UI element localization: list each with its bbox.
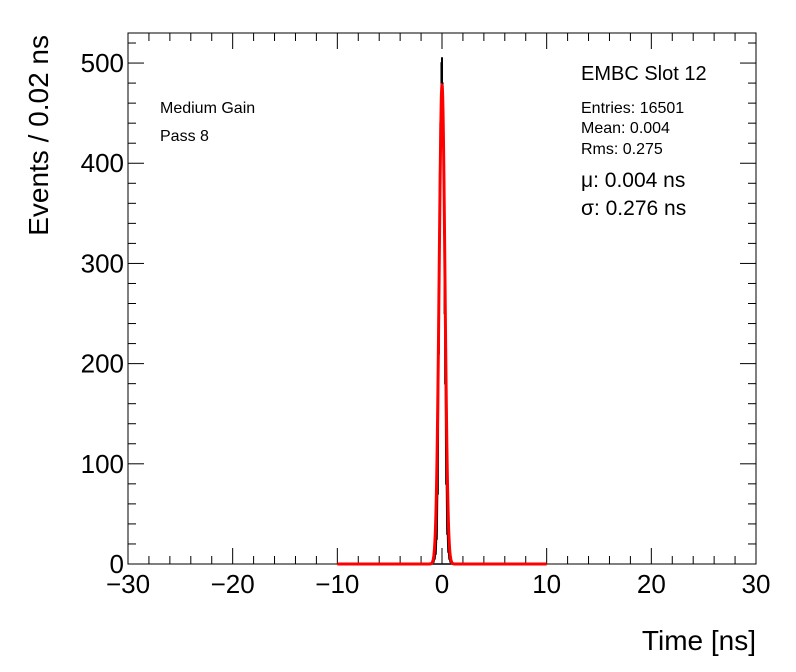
histogram-line (431, 57, 453, 565)
axis-ticks (127, 33, 757, 565)
y-tick-label: 0 (110, 549, 124, 579)
label-gain: Medium Gain (160, 100, 255, 117)
label-pass: Pass 8 (160, 128, 209, 145)
data-series (337, 57, 547, 566)
stats-entries: Entries: 16501 (581, 100, 684, 117)
x-tick-label: 30 (742, 569, 771, 599)
plot-title: EMBC Slot 12 (581, 63, 707, 85)
y-tick-label: 300 (81, 248, 124, 278)
y-axis-title: Events / 0.02 ns (23, 35, 54, 236)
y-tick-label: 200 (81, 349, 124, 379)
x-tick-label: 0 (435, 569, 449, 599)
x-tick-label: −30 (106, 569, 150, 599)
stats-mean: Mean: 0.004 (581, 120, 670, 137)
fit-mu: μ: 0.004 ns (581, 169, 685, 192)
y-tick-label: 100 (81, 449, 124, 479)
x-axis-title: Time [ns] (642, 625, 756, 656)
x-tick-label: −20 (211, 569, 255, 599)
y-tick-label: 500 (81, 48, 124, 78)
gaussian-fit-line (337, 82, 547, 566)
x-tick-label: 10 (532, 569, 561, 599)
y-tick-label: 400 (81, 148, 124, 178)
stats-rms: Rms: 0.275 (581, 141, 663, 158)
fit-sigma: σ: 0.276 ns (581, 197, 686, 220)
x-tick-label: 20 (637, 569, 666, 599)
x-tick-label: −10 (315, 569, 359, 599)
